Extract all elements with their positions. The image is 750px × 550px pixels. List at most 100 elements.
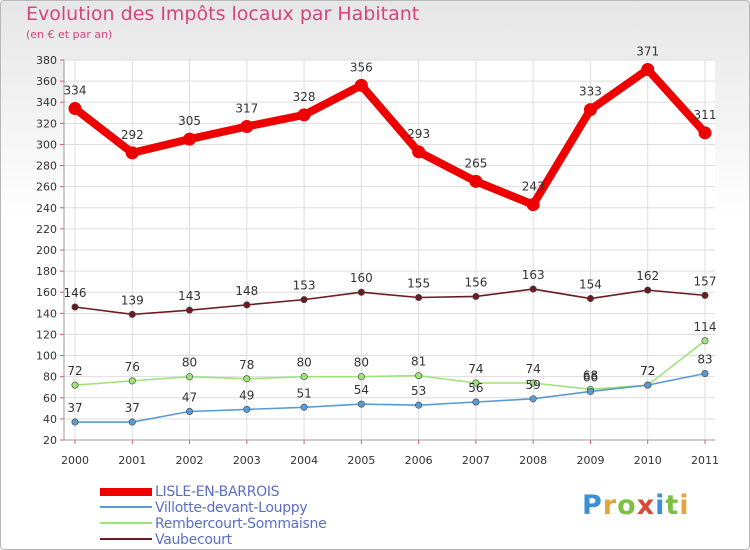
data-point-villotte <box>586 387 594 395</box>
data-label-vaubecourt: 157 <box>694 274 717 288</box>
data-point-vaubecourt <box>529 285 537 293</box>
x-tick-label: 2007 <box>462 454 490 467</box>
series-line-vaubecourt <box>74 288 706 316</box>
x-tick-label: 2004 <box>290 454 318 467</box>
data-label-rembercourt: 114 <box>694 320 717 334</box>
data-point-lisle <box>583 103 597 117</box>
data-label-vaubecourt: 148 <box>235 284 258 298</box>
data-label-rembercourt: 68 <box>583 368 598 382</box>
data-point-lisle <box>354 78 368 92</box>
data-label-vaubecourt: 160 <box>350 271 373 285</box>
data-label-villotte: 83 <box>697 353 712 367</box>
y-tick-label: 200 <box>36 244 57 257</box>
data-point-lisle <box>526 198 540 212</box>
data-point-rembercourt <box>529 379 537 387</box>
data-label-villotte: 37 <box>67 401 82 415</box>
data-point-villotte <box>71 418 79 426</box>
data-point-lisle <box>469 174 483 188</box>
proxiti-logo: Proxiti <box>582 490 690 521</box>
data-label-villotte: 72 <box>640 364 655 378</box>
series-line-villotte <box>74 372 706 423</box>
data-point-villotte <box>186 407 194 415</box>
data-label-lisle: 328 <box>293 90 316 104</box>
data-point-vaubecourt <box>415 293 423 301</box>
data-point-villotte <box>529 395 537 403</box>
data-label-villotte: 51 <box>296 386 311 400</box>
chart-subtitle: (en € et par an) <box>26 28 113 41</box>
data-label-villotte: 49 <box>239 388 254 402</box>
data-label-rembercourt: 76 <box>125 360 140 374</box>
data-label-lisle: 305 <box>178 114 201 128</box>
data-point-rembercourt <box>71 381 79 389</box>
data-label-vaubecourt: 154 <box>579 278 602 292</box>
data-label-villotte: 47 <box>182 391 197 405</box>
axes: 20 40 60 80 100 120 140 160 180 200 220 240 260 280 30… <box>36 54 719 467</box>
data-label-vaubecourt: 155 <box>407 277 430 291</box>
data-label-rembercourt: 72 <box>67 364 82 378</box>
data-label-lisle: 243 <box>522 180 545 194</box>
data-label-vaubecourt: 146 <box>64 286 87 300</box>
data-label-vaubecourt: 156 <box>464 275 487 289</box>
data-label-villotte: 53 <box>411 384 426 398</box>
y-tick-label: 40 <box>43 413 57 426</box>
data-label-rembercourt: 74 <box>526 362 541 376</box>
data-label-rembercourt: 80 <box>296 356 311 370</box>
legend-label-rembercourt: Rembercourt-Sommaisne <box>155 516 327 532</box>
data-point-lisle <box>297 108 311 122</box>
y-tick-label: 140 <box>36 307 57 320</box>
data-labels: 146 139 143 148 153 160 155 156 163 154 162 157 72 76… <box>64 45 717 416</box>
data-point-vaubecourt <box>71 303 79 311</box>
y-tick-label: 100 <box>36 350 57 363</box>
data-label-vaubecourt: 143 <box>178 289 201 303</box>
legend-label-vaubecourt: Vaubecourt <box>155 532 232 548</box>
data-label-villotte: 66 <box>583 370 598 384</box>
data-point-villotte <box>415 401 423 409</box>
x-tick-label: 2010 <box>634 454 662 467</box>
data-label-vaubecourt: 163 <box>522 268 545 282</box>
data-point-lisle <box>183 132 197 146</box>
data-point-rembercourt <box>128 377 136 385</box>
y-tick-label: 340 <box>36 96 57 109</box>
series-layer <box>68 63 712 426</box>
legend-label-lisle: LISLE-EN-BARROIS <box>155 484 280 500</box>
y-tick-label: 240 <box>36 202 57 215</box>
data-point-vaubecourt <box>243 301 251 309</box>
series-line-lisle <box>71 65 709 209</box>
data-point-vaubecourt <box>128 310 136 318</box>
data-point-villotte <box>243 405 251 413</box>
legend-label-villotte: Villotte-devant-Louppy <box>155 500 308 516</box>
data-label-lisle: 317 <box>235 102 258 116</box>
data-point-lisle <box>641 63 655 76</box>
x-tick-label: 2006 <box>405 454 433 467</box>
data-label-rembercourt: 81 <box>411 355 426 369</box>
legend-swatch-lisle <box>100 488 152 496</box>
data-point-villotte <box>472 398 480 406</box>
x-tick-label: 2005 <box>347 454 375 467</box>
y-tick-label: 360 <box>36 75 57 88</box>
y-tick-label: 300 <box>36 138 57 151</box>
data-label-lisle: 333 <box>579 85 602 99</box>
y-tick-label: 220 <box>36 223 57 236</box>
data-point-villotte <box>644 381 652 389</box>
data-point-vaubecourt <box>186 306 194 314</box>
data-point-vaubecourt <box>644 286 652 294</box>
y-tick-label: 260 <box>36 181 57 194</box>
data-point-lisle <box>698 126 712 140</box>
data-point-villotte <box>300 403 308 411</box>
data-label-villotte: 54 <box>354 383 369 397</box>
data-point-rembercourt <box>472 379 480 387</box>
data-point-lisle <box>240 120 254 133</box>
data-label-lisle: 371 <box>636 45 659 59</box>
data-label-villotte: 37 <box>125 401 140 415</box>
y-tick-label: 120 <box>36 328 57 341</box>
x-tick-label: 2008 <box>519 454 547 467</box>
data-label-lisle: 265 <box>464 156 487 170</box>
data-point-villotte <box>128 418 136 426</box>
x-tick-label: 2003 <box>233 454 261 467</box>
x-tick-label: 2011 <box>691 454 719 467</box>
x-tick-label: 2001 <box>118 454 146 467</box>
y-tick-label: 60 <box>43 392 57 405</box>
data-point-rembercourt <box>415 372 423 380</box>
legend-swatch-villotte <box>100 506 152 508</box>
data-point-vaubecourt <box>586 295 594 303</box>
